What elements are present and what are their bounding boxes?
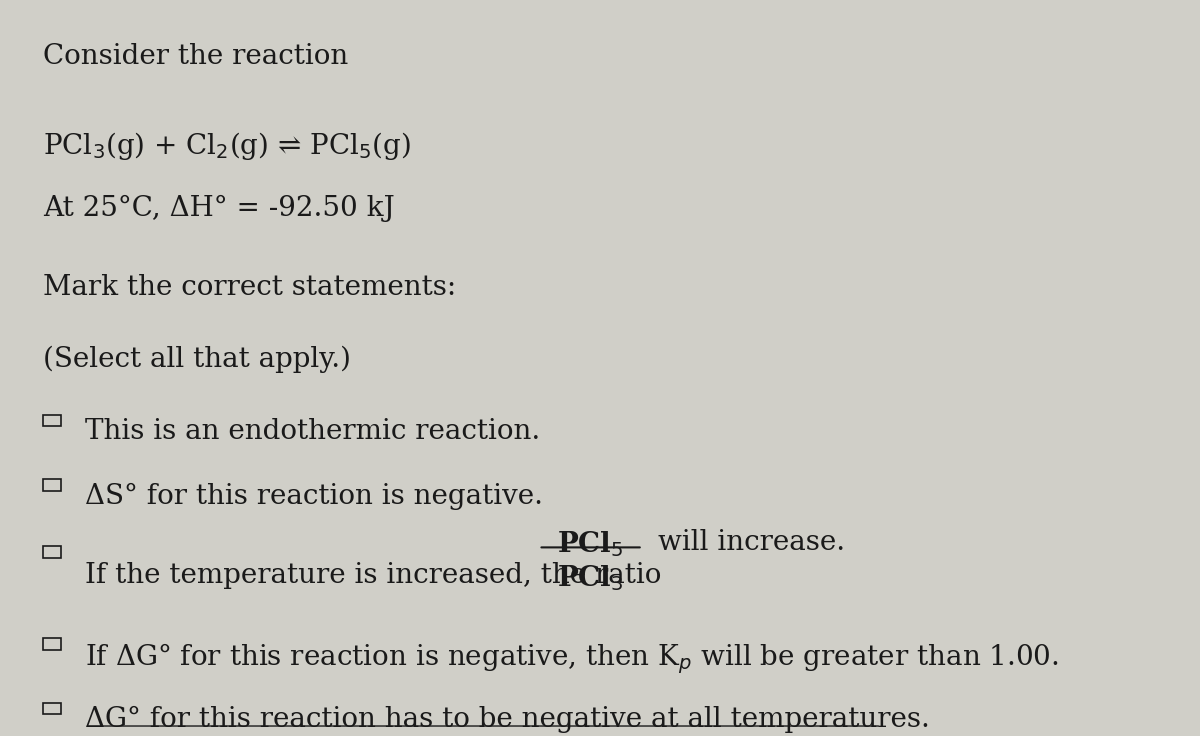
- Text: If ΔG° for this reaction is negative, then K$_p$ will be greater than 1.00.: If ΔG° for this reaction is negative, th…: [84, 641, 1058, 676]
- Text: If the temperature is increased, the ratio: If the temperature is increased, the rat…: [84, 562, 661, 589]
- Text: Mark the correct statements:: Mark the correct statements:: [43, 274, 456, 301]
- Text: This is an endothermic reaction.: This is an endothermic reaction.: [84, 418, 540, 445]
- Text: PCl$_3$(g) + Cl$_2$(g) ⇌ PCl$_5$(g): PCl$_3$(g) + Cl$_2$(g) ⇌ PCl$_5$(g): [43, 130, 412, 162]
- Text: Consider the reaction: Consider the reaction: [43, 43, 348, 70]
- Text: ΔS° for this reaction is negative.: ΔS° for this reaction is negative.: [84, 483, 542, 509]
- Text: PCl$_3$: PCl$_3$: [557, 563, 624, 593]
- Text: PCl$_5$: PCl$_5$: [557, 529, 624, 559]
- Text: will increase.: will increase.: [658, 529, 845, 556]
- Text: (Select all that apply.): (Select all that apply.): [43, 346, 352, 373]
- Text: ΔG° for this reaction has to be negative at all temperatures.: ΔG° for this reaction has to be negative…: [84, 706, 930, 733]
- Text: At 25°C, ΔH° = -92.50 kJ: At 25°C, ΔH° = -92.50 kJ: [43, 194, 395, 222]
